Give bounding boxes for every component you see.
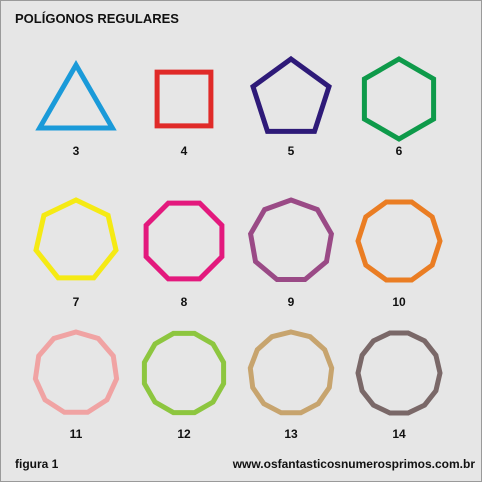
- polygon-5-sides: [250, 55, 332, 134]
- polygon-label-13: 13: [284, 427, 298, 441]
- polygon-3-sides: [35, 60, 117, 131]
- polygon-label-8: 8: [181, 295, 188, 309]
- polygon-label-3: 3: [73, 144, 80, 158]
- polygon-label-6: 6: [396, 144, 403, 158]
- polygon-10-sides: [355, 199, 443, 283]
- polygon-14-sides: [355, 330, 443, 416]
- figure-title: POLÍGONOS REGULARES: [15, 11, 179, 26]
- polygon-13-sides: [247, 329, 335, 416]
- polygon-label-7: 7: [73, 295, 80, 309]
- website-url: www.osfantasticosnumerosprimos.com.br: [232, 457, 475, 471]
- polygon-label-4: 4: [181, 144, 188, 158]
- polygon-label-14: 14: [392, 427, 406, 441]
- polygon-12-sides: [141, 330, 227, 416]
- polygon-6-sides: [361, 56, 437, 142]
- polygon-label-5: 5: [288, 144, 295, 158]
- polygon-label-9: 9: [288, 295, 295, 309]
- polygon-4-sides: [154, 69, 214, 129]
- polygon-8-sides: [143, 200, 225, 282]
- polygon-7-sides: [33, 197, 119, 281]
- polygon-label-12: 12: [177, 427, 191, 441]
- polygon-label-11: 11: [70, 427, 83, 441]
- polygon-label-10: 10: [392, 295, 406, 309]
- figure-caption: figura 1: [15, 457, 59, 471]
- polygons-diagram: 3 4 5 6 7 8 9 10 11 12 13 14: [32, 55, 443, 441]
- polygon-9-sides: [247, 197, 335, 282]
- polygon-11-sides: [32, 329, 120, 415]
